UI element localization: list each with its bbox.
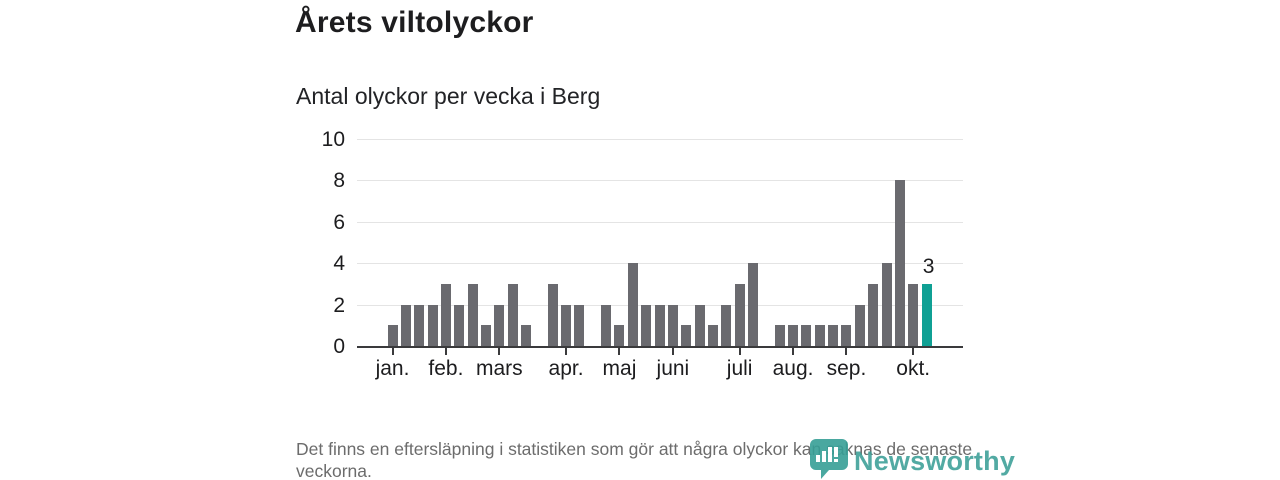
bar-week bbox=[507, 283, 518, 346]
newsworthy-logo: Newsworthy bbox=[808, 438, 1015, 480]
bar-week bbox=[681, 325, 692, 346]
page-title: Årets viltolyckor bbox=[295, 6, 534, 39]
bar-week bbox=[627, 263, 638, 346]
bar-week-highlight bbox=[921, 283, 932, 346]
month-label-sep: sep. bbox=[826, 357, 867, 380]
bar-week bbox=[894, 180, 905, 346]
bar-week bbox=[774, 325, 785, 346]
bar-week bbox=[561, 304, 572, 346]
x-axis-tick bbox=[391, 348, 394, 355]
gridline-y10 bbox=[357, 139, 963, 140]
bar-week bbox=[721, 304, 732, 346]
bar-week bbox=[414, 304, 425, 346]
bar-value-label: 3 bbox=[922, 254, 935, 278]
month-label-maj: maj bbox=[602, 357, 637, 380]
x-axis-tick bbox=[792, 348, 795, 355]
month-label-aug: aug. bbox=[772, 357, 814, 380]
x-axis-tick bbox=[912, 348, 915, 355]
bar-week bbox=[400, 304, 411, 346]
bar-week bbox=[814, 325, 825, 346]
y-axis-tick-label: 10 bbox=[321, 128, 345, 151]
bar-week bbox=[881, 263, 892, 346]
bar-week bbox=[641, 304, 652, 346]
bar-week bbox=[387, 325, 398, 346]
y-axis-tick-label: 6 bbox=[333, 210, 345, 234]
gridline-y8 bbox=[357, 180, 963, 182]
bar-week bbox=[667, 304, 678, 346]
bar-week bbox=[547, 283, 558, 346]
bar-week bbox=[440, 283, 451, 346]
x-axis-tick bbox=[671, 348, 674, 355]
footer-note: Det finns en eftersläpning i statistiken… bbox=[296, 439, 973, 480]
x-axis-tick bbox=[565, 348, 568, 355]
bar-week bbox=[654, 304, 665, 346]
month-label-feb: feb. bbox=[428, 357, 464, 380]
y-axis-tick-label: 0 bbox=[333, 335, 345, 358]
bar-week bbox=[788, 325, 799, 346]
bar-chart: 0 2 4 6 8 10 jan. feb. mars apr. maj juni juli aug. se… bbox=[321, 128, 963, 380]
bar-week bbox=[908, 283, 919, 346]
x-axis-tick bbox=[444, 348, 447, 355]
bar-week bbox=[828, 325, 839, 346]
newsworthy-logo-text: Newsworthy bbox=[854, 446, 1016, 476]
month-label-jan: jan. bbox=[375, 357, 410, 380]
x-axis-line bbox=[357, 346, 963, 348]
gridline-y4 bbox=[357, 263, 963, 265]
newsworthy-logo-icon bbox=[810, 439, 848, 479]
bar-week bbox=[694, 304, 705, 346]
y-axis-tick-label: 8 bbox=[333, 169, 345, 193]
x-axis-tick bbox=[618, 348, 621, 355]
bar-week bbox=[521, 325, 532, 346]
bar-week bbox=[854, 304, 865, 346]
bar-week bbox=[707, 325, 718, 346]
bar-week bbox=[841, 325, 852, 346]
month-label-juli: juli bbox=[726, 357, 753, 380]
x-axis-tick bbox=[738, 348, 741, 355]
y-axis-tick-label: 2 bbox=[333, 293, 345, 317]
bar-week bbox=[801, 325, 812, 346]
bar-week bbox=[574, 304, 585, 346]
month-label-mars: mars bbox=[475, 357, 523, 380]
month-label-okt: okt. bbox=[896, 357, 931, 380]
x-axis-tick bbox=[498, 348, 501, 355]
bar-week bbox=[467, 283, 478, 346]
bar-week bbox=[748, 263, 758, 346]
y-axis-tick-label: 4 bbox=[333, 252, 345, 276]
bar-week bbox=[480, 325, 491, 346]
bar-week bbox=[494, 304, 505, 346]
month-label-juni: juni bbox=[656, 357, 690, 380]
bar-week bbox=[734, 283, 745, 346]
x-axis-tick bbox=[845, 348, 848, 355]
chart-subtitle: Antal olyckor per vecka i Berg bbox=[296, 83, 601, 109]
bar-week bbox=[427, 304, 438, 346]
bar-week bbox=[614, 325, 625, 346]
gridline-y6 bbox=[357, 221, 963, 223]
bar-week bbox=[868, 283, 879, 346]
bar-week bbox=[601, 304, 612, 346]
bar-week bbox=[454, 304, 465, 346]
month-label-apr: apr. bbox=[548, 357, 584, 380]
